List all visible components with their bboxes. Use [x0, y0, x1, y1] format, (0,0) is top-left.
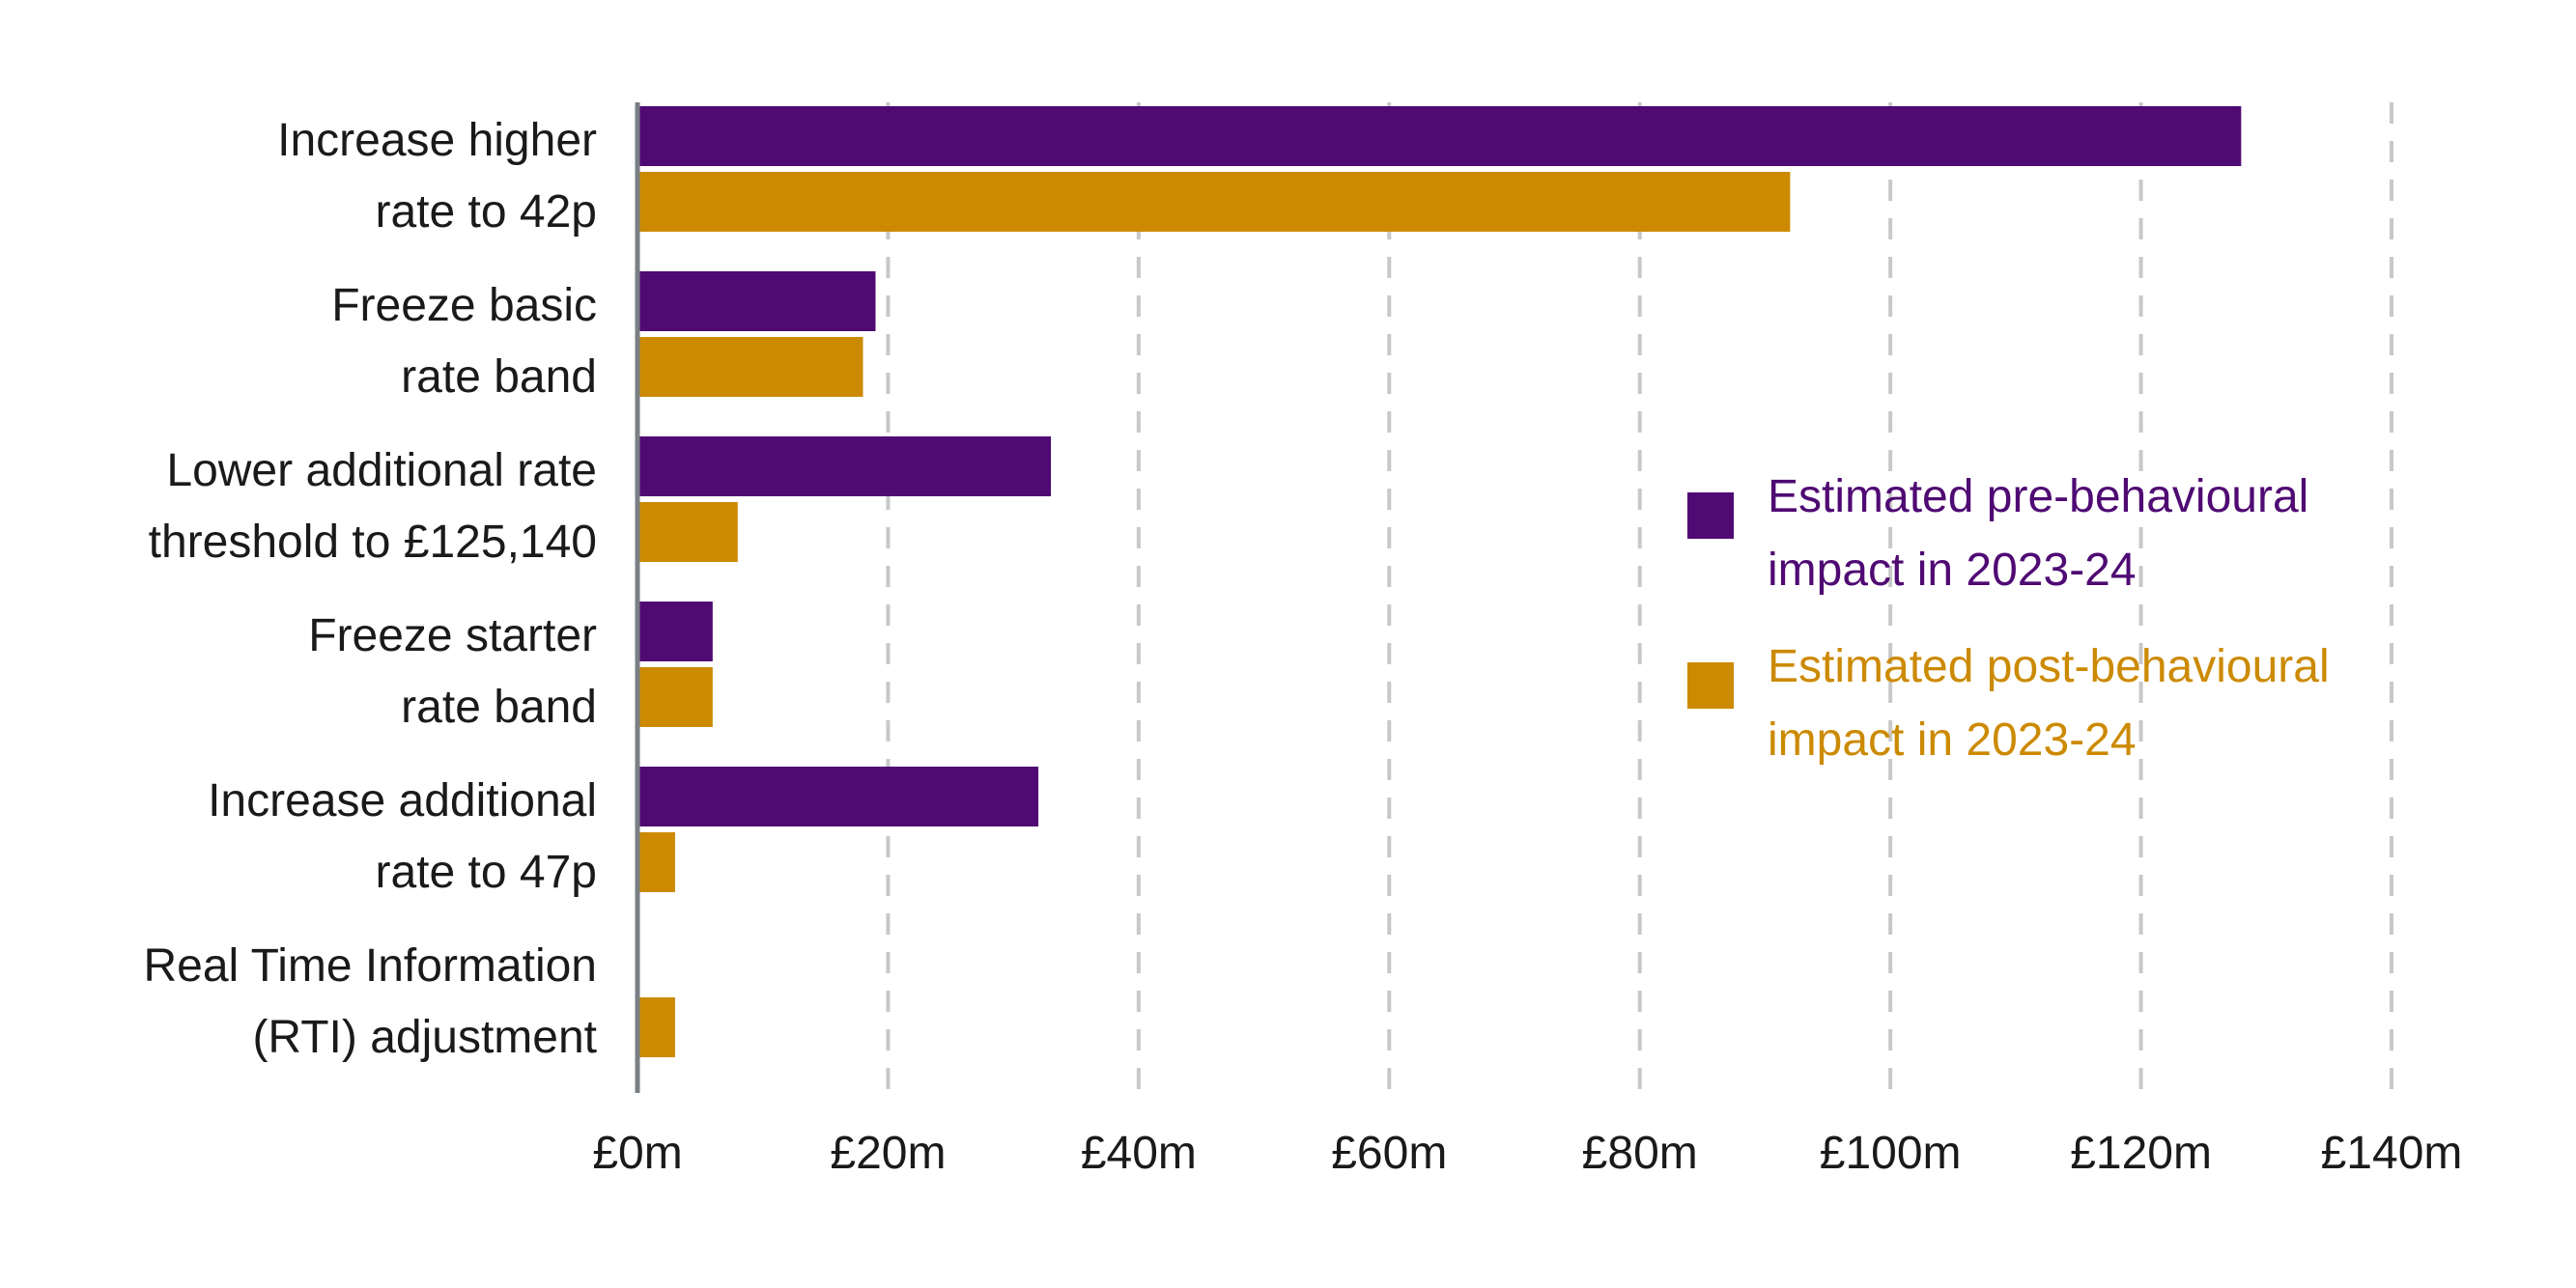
x-tick-label: £0m	[592, 1128, 682, 1179]
bar-post-behavioural	[637, 832, 675, 892]
category-label: rate to 42p	[376, 186, 598, 238]
category-label: Increase higher	[277, 115, 597, 166]
category-label: rate band	[401, 682, 597, 733]
x-tick-label: £20m	[830, 1128, 946, 1179]
category-label: rate band	[401, 351, 597, 403]
bar-post-behavioural	[637, 172, 1791, 232]
category-label: (RTI) adjustment	[252, 1012, 597, 1063]
bar-post-behavioural	[637, 337, 863, 397]
category-label: Freeze basic	[331, 280, 597, 331]
x-tick-label: £140m	[2321, 1128, 2463, 1179]
x-tick-label: £100m	[1820, 1128, 1962, 1179]
bar-pre-behavioural	[637, 106, 2242, 166]
category-label: Lower additional rate	[166, 445, 597, 496]
legend-label: impact in 2023-24	[1768, 545, 2137, 596]
category-label: threshold to £125,140	[149, 517, 597, 568]
x-tick-label: £40m	[1081, 1128, 1197, 1179]
bar-pre-behavioural	[637, 767, 1039, 826]
legend-label: Estimated pre-behavioural	[1768, 471, 2308, 522]
category-label: Real Time Information	[143, 940, 597, 992]
bar-pre-behavioural	[637, 271, 876, 331]
legend-label: impact in 2023-24	[1768, 714, 2137, 766]
bar-post-behavioural	[637, 997, 675, 1057]
category-label: Increase additional	[208, 775, 597, 826]
legend-label: Estimated post-behavioural	[1768, 641, 2330, 692]
category-label: rate to 47p	[376, 847, 598, 898]
legend-swatch	[1687, 662, 1734, 709]
x-tick-label: £120m	[2070, 1128, 2212, 1179]
bar-pre-behavioural	[637, 436, 1052, 496]
category-label: Freeze starter	[308, 610, 597, 661]
bar-post-behavioural	[637, 667, 713, 727]
legend-swatch	[1687, 492, 1734, 539]
x-tick-label: £60m	[1331, 1128, 1447, 1179]
x-tick-label: £80m	[1582, 1128, 1698, 1179]
bar-pre-behavioural	[637, 602, 713, 661]
bar-post-behavioural	[637, 502, 738, 562]
